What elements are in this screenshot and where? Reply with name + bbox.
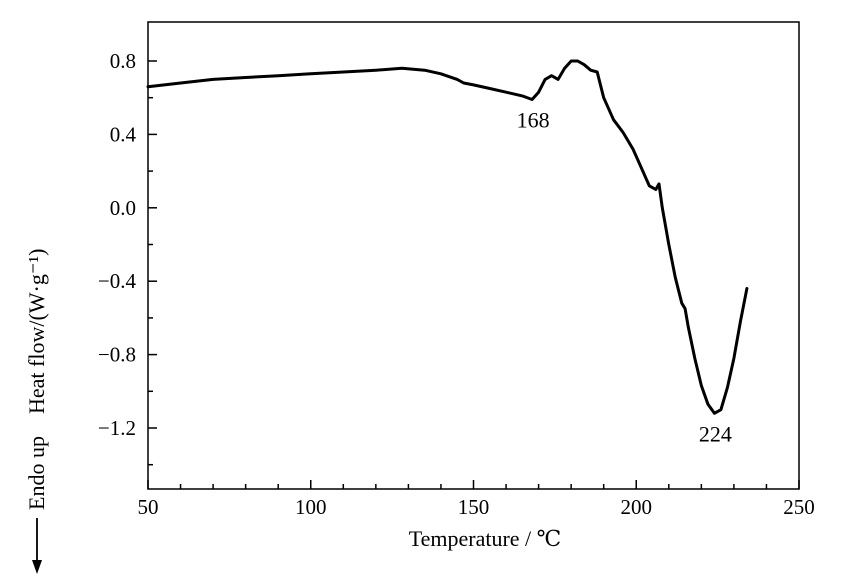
y-tick-label: −0.8 [98, 343, 136, 367]
y-tick-label: 0.8 [110, 49, 136, 73]
x-tick-label: 150 [458, 495, 490, 519]
y-tick-labels: 0.8 0.4 0.0 −0.4 −0.8 −1.2 [98, 49, 137, 440]
x-axis-title: Temperature / ℃ [409, 526, 562, 551]
x-tick-label: 100 [295, 495, 327, 519]
y-tick-label: 0.0 [110, 196, 136, 220]
plot-frame [147, 21, 800, 490]
x-tick-label: 50 [138, 495, 159, 519]
x-tick-label: 250 [783, 495, 815, 519]
y-axis-title: Endo up Heat flow/(W·g⁻¹) [24, 249, 49, 574]
heat-flow-curve [146, 59, 749, 415]
y-axis-prefix: Endo up [24, 436, 49, 510]
y-tick-label: 0.4 [110, 122, 137, 146]
axis-ticks [147, 60, 800, 489]
x-tick-label: 200 [621, 495, 653, 519]
peak-label: 168 [517, 108, 550, 133]
y-tick-label: −1.2 [98, 416, 136, 440]
peak-annotations: 168 224 [517, 108, 732, 447]
y-axis-label: Heat flow/(W·g⁻¹) [24, 249, 49, 414]
peak-label: 224 [699, 421, 732, 446]
y-tick-label: −0.4 [98, 269, 137, 293]
x-tick-labels: 50 100 150 200 250 [138, 495, 815, 519]
endo-up-arrow-icon [32, 518, 42, 574]
